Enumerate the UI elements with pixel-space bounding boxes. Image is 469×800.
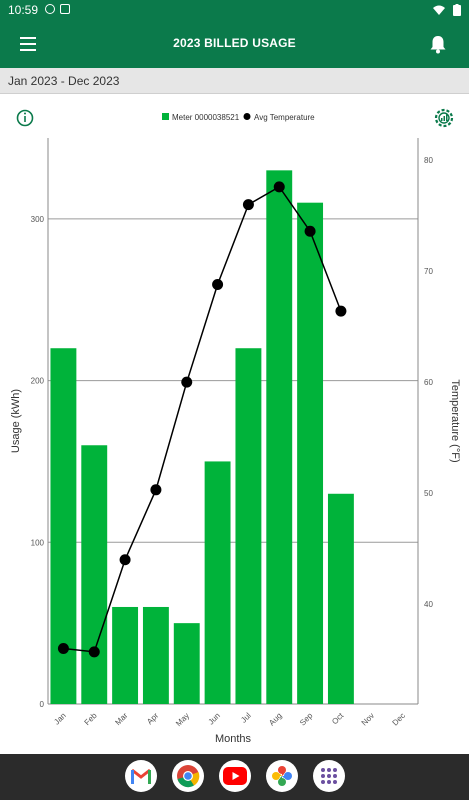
temperature-point-jul[interactable] — [242, 199, 254, 211]
app-bar: 2023 BILLED USAGE — [0, 20, 469, 68]
temperature-point-jan[interactable] — [57, 643, 69, 655]
temperature-point-aug[interactable] — [273, 181, 285, 193]
bar-mar[interactable] — [112, 606, 139, 704]
temperature-point-may[interactable] — [181, 376, 193, 388]
legend-label-temperature: Avg Temperature — [254, 113, 315, 122]
usage-chart: Meter 0000038521 Avg Temperature 0 100 200 3… — [10, 108, 461, 745]
wifi-icon — [433, 5, 445, 15]
chart-grid — [48, 218, 418, 543]
x-tick-label: Sep — [298, 711, 315, 728]
chart-axes — [47, 138, 419, 705]
notification-icon — [45, 4, 55, 14]
y2-tick-label: 70 — [424, 267, 433, 276]
x-tick-label: Feb — [83, 711, 100, 728]
legend-swatch-temperature — [243, 113, 251, 120]
chrome-app-icon[interactable] — [172, 760, 204, 792]
bar-jun[interactable] — [204, 461, 231, 704]
bar-oct[interactable] — [327, 493, 354, 704]
bar-jul[interactable] — [235, 348, 262, 704]
date-range: Jan 2023 - Dec 2023 — [0, 68, 469, 94]
chart-settings-icon[interactable] — [434, 108, 454, 128]
x-tick-label: Nov — [360, 711, 376, 727]
navigation-bar — [0, 754, 469, 800]
status-bar: 10:59 — [0, 0, 469, 20]
x-tick-label: May — [174, 711, 191, 728]
battery-icon — [453, 4, 461, 16]
bar-aug[interactable] — [266, 170, 293, 704]
temperature-point-jun[interactable] — [212, 278, 224, 290]
app-drawer-app-icon[interactable] — [313, 760, 345, 792]
temperature-polyline — [63, 185, 342, 653]
x-tick-label: Aug — [267, 711, 283, 727]
temperature-point-apr[interactable] — [150, 484, 162, 496]
y-tick-label: 200 — [31, 377, 45, 386]
y2-tick-label: 50 — [424, 489, 433, 498]
y2-tick-label: 80 — [424, 156, 433, 165]
x-tick-label: Jun — [207, 711, 222, 726]
bar-feb[interactable] — [81, 445, 108, 704]
page-title: 2023 BILLED USAGE — [173, 36, 296, 50]
status-notification-icons — [45, 4, 70, 14]
status-system-icons — [433, 4, 461, 16]
y-tick-label: 100 — [31, 538, 45, 547]
x-tick-label: Jan — [52, 711, 67, 726]
x-tick-label: Dec — [391, 711, 407, 727]
y-axis-title: Usage (kWh) — [10, 389, 22, 453]
x-tick-label: Apr — [145, 711, 160, 726]
temperature-point-sep[interactable] — [304, 225, 316, 237]
chart-legend: Meter 0000038521 Avg Temperature — [162, 113, 315, 122]
gmail-app-icon[interactable] — [125, 760, 157, 792]
menu-icon[interactable] — [20, 37, 36, 51]
usage-bars — [50, 170, 354, 704]
info-icon[interactable] — [16, 109, 34, 127]
legend-swatch-meter — [162, 113, 169, 120]
x-tick-label: Jul — [239, 711, 253, 725]
x-tick-label: Mar — [113, 711, 129, 727]
app-dock — [125, 760, 345, 792]
status-time: 10:59 — [8, 3, 39, 17]
legend-label-meter: Meter 0000038521 — [172, 113, 240, 122]
temperature-point-mar[interactable] — [119, 554, 131, 566]
bell-icon[interactable] — [429, 34, 447, 54]
bar-sep[interactable] — [297, 202, 324, 704]
sim-icon — [60, 4, 70, 14]
x-axis-title: Months — [215, 733, 252, 745]
y2-tick-label: 40 — [424, 600, 433, 609]
y-tick-label: 300 — [31, 215, 45, 224]
temperature-point-feb[interactable] — [88, 646, 100, 658]
bar-may[interactable] — [173, 623, 200, 704]
youtube-app-icon[interactable] — [219, 760, 251, 792]
photos-app-icon[interactable] — [266, 760, 298, 792]
y2-axis-title: Temperature (°F) — [449, 379, 461, 462]
temperature-point-oct[interactable] — [335, 305, 347, 317]
y2-tick-label: 60 — [424, 378, 433, 387]
y-tick-label: 0 — [40, 700, 45, 709]
temperature-line — [57, 181, 347, 658]
x-tick-label: Oct — [330, 711, 346, 727]
bar-apr[interactable] — [142, 606, 169, 704]
